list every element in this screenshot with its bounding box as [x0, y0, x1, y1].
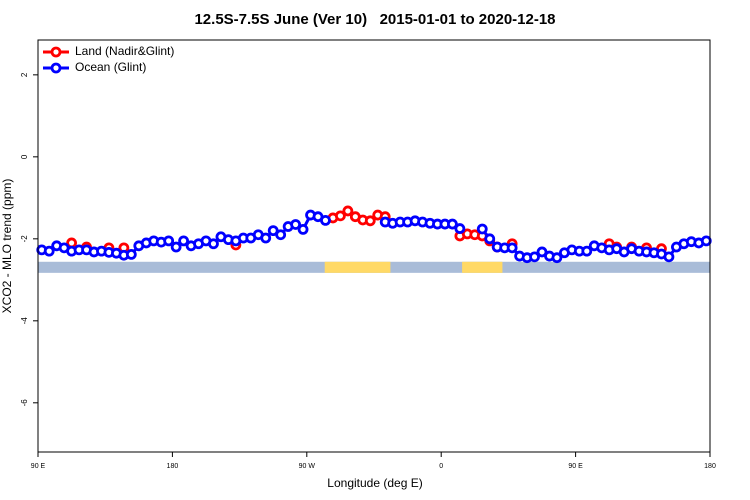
plot-frame	[37, 39, 711, 453]
x-axis-label: Longitude (deg E)	[327, 476, 422, 490]
chart-title: 12.5S-7.5S June (Ver 10) 2015-01-01 to 2…	[194, 11, 555, 28]
legend-marker	[50, 46, 62, 58]
data-point	[178, 235, 190, 247]
data-point	[484, 233, 496, 245]
x-tick-label: 0	[439, 463, 443, 470]
legend-label: Land (Nadir&Glint)	[75, 44, 174, 58]
legend-label: Ocean (Glint)	[75, 60, 146, 74]
data-point	[290, 219, 302, 230]
land-segment	[462, 261, 503, 273]
data-point	[334, 210, 346, 222]
data-point	[529, 251, 540, 263]
data-point	[446, 218, 458, 230]
data-point	[506, 242, 518, 254]
data-point	[208, 238, 219, 250]
y-tick-label: 2	[20, 72, 29, 77]
data-point	[320, 214, 331, 226]
land-segment	[324, 261, 391, 273]
x-tick-label: 90 E	[31, 463, 46, 470]
y-tick-label: -6	[20, 399, 29, 407]
x-tick-label: 90 E	[568, 463, 583, 470]
data-point	[163, 235, 175, 247]
x-tick-label: 180	[167, 463, 179, 470]
data-point	[581, 245, 593, 257]
data-point	[297, 223, 309, 235]
legend-marker	[50, 62, 62, 74]
data-point	[43, 245, 55, 257]
y-tick-label: -2	[20, 235, 29, 243]
data-point	[170, 241, 182, 253]
data-point	[551, 252, 563, 264]
data-point	[663, 251, 675, 263]
data-point	[700, 235, 712, 247]
x-tick-label: 180	[704, 463, 716, 470]
data-point	[476, 223, 488, 235]
x-tick-label: 90 W	[299, 463, 316, 470]
y-axis-label: XCO2 - MLO trend (ppm)	[0, 179, 14, 314]
data-point	[125, 249, 137, 260]
data-point	[342, 205, 354, 217]
y-tick-label: -4	[20, 317, 29, 325]
data-point	[260, 232, 272, 244]
data-point	[364, 215, 376, 227]
data-point	[275, 229, 287, 241]
data-point	[454, 223, 466, 234]
y-tick-label: 0	[20, 154, 29, 159]
